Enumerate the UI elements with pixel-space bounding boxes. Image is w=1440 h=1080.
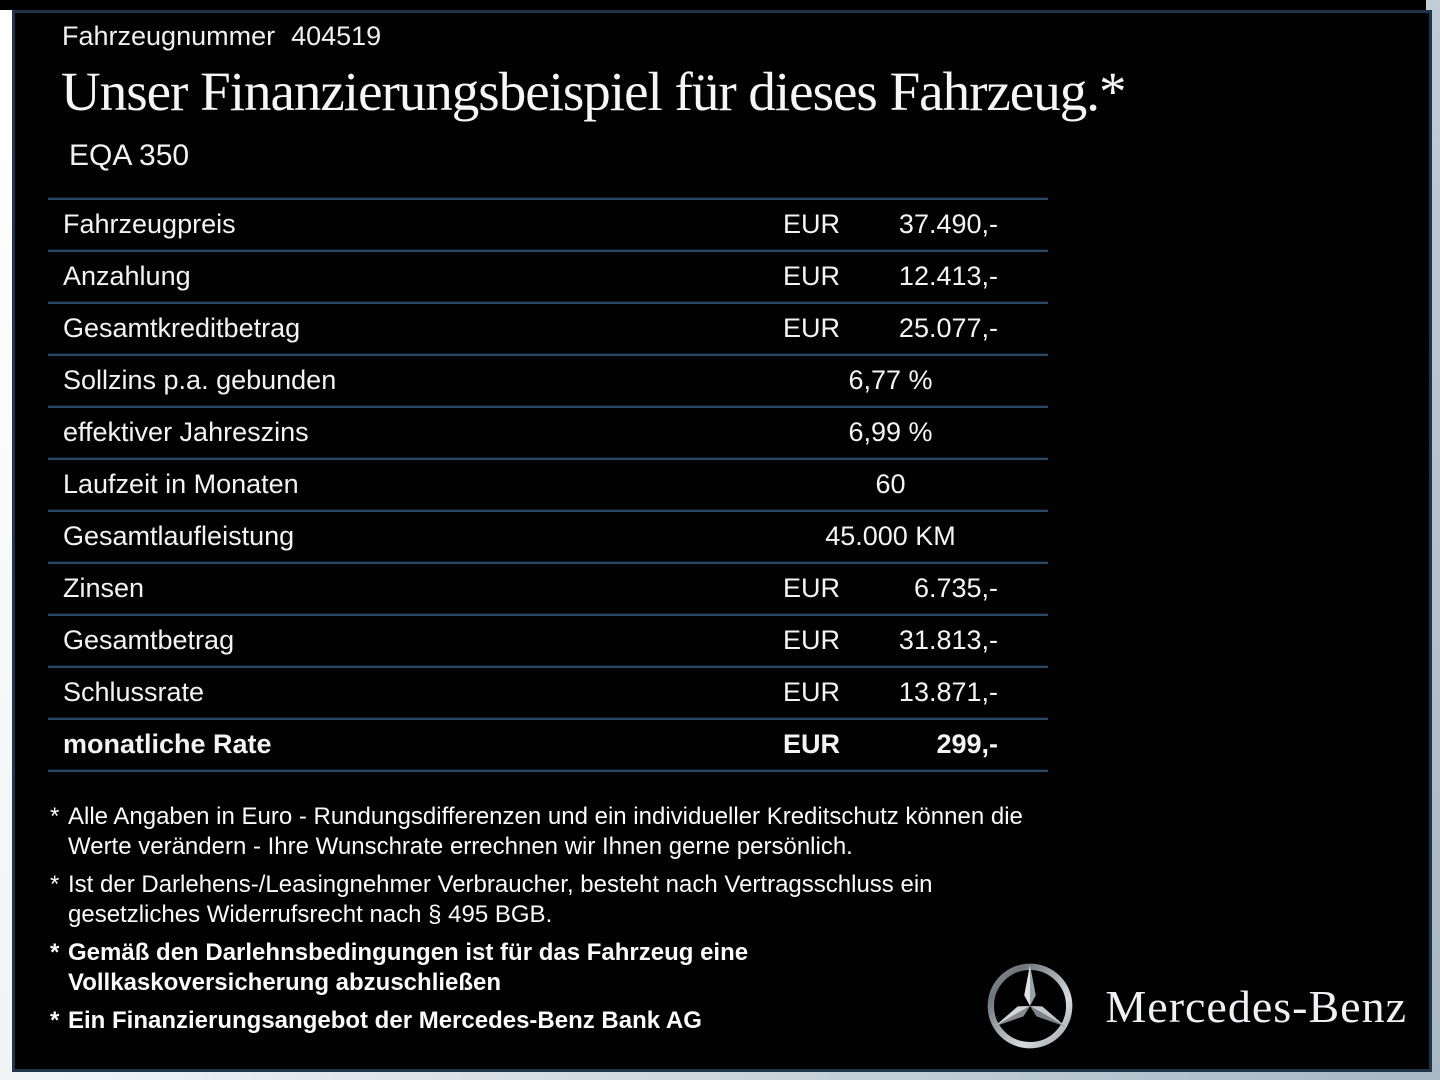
footnote-text: Ein Finanzierungsangebot der Mercedes-Be… bbox=[68, 1007, 702, 1034]
table-divider bbox=[48, 561, 1048, 564]
row-value: EUR 31.813,- bbox=[783, 625, 998, 656]
brand-block: Mercedes-Benz bbox=[981, 957, 1407, 1055]
currency: EUR bbox=[783, 729, 841, 759]
financing-table: Fahrzeugpreis EUR 37.490,- Anzahlung EUR… bbox=[48, 197, 1048, 772]
row-value: EUR 299,- bbox=[783, 729, 998, 760]
page-title: Unser Finanzierungsbeispiel für dieses F… bbox=[61, 61, 1126, 122]
row-label: Anzahlung bbox=[63, 261, 191, 291]
amount: 299,- bbox=[936, 729, 998, 759]
row-value: EUR 13.871,- bbox=[783, 677, 998, 708]
table-row: effektiver Jahreszins 6,99 % bbox=[48, 408, 1048, 457]
table-divider bbox=[48, 457, 1048, 460]
row-label: Gesamtkreditbetrag bbox=[63, 313, 301, 343]
row-label: Laufzeit in Monaten bbox=[63, 469, 299, 499]
amount: 31.813,- bbox=[898, 625, 998, 655]
table-divider bbox=[48, 769, 1048, 772]
table-row: Anzahlung EUR 12.413,- bbox=[48, 252, 1048, 301]
amount: 6,99 % bbox=[848, 417, 933, 447]
row-label: Gesamtbetrag bbox=[63, 625, 235, 655]
asterisk-marker: * bbox=[50, 871, 60, 898]
table-divider bbox=[48, 249, 1048, 252]
asterisk-marker: * bbox=[50, 1007, 60, 1034]
table-row: Schlussrate EUR 13.871,- bbox=[48, 668, 1048, 717]
footnotes: * Alle Angaben in Euro - Rundungsdiffere… bbox=[50, 802, 1060, 1036]
row-label: monatliche Rate bbox=[63, 729, 272, 759]
vehicle-model: EQA 350 bbox=[69, 139, 190, 172]
table-divider bbox=[48, 353, 1048, 356]
brand-name: Mercedes-Benz bbox=[1105, 980, 1407, 1032]
amount: 37.490,- bbox=[898, 209, 998, 239]
row-value: EUR 25.077,- bbox=[783, 313, 998, 344]
table-row-monthly-rate: monatliche Rate EUR 299,- bbox=[48, 720, 1048, 769]
amount: 25.077,- bbox=[898, 313, 998, 343]
footnote-text: Ist der Darlehens-/Leasingnehmer Verbrau… bbox=[68, 871, 933, 928]
row-label: Gesamtlaufleistung bbox=[63, 521, 295, 551]
top-black-strip bbox=[0, 0, 1426, 10]
footnote: * Alle Angaben in Euro - Rundungsdiffere… bbox=[50, 802, 1060, 862]
row-value: 6,77 % bbox=[783, 365, 998, 396]
row-label: Schlussrate bbox=[63, 677, 205, 707]
footnote: * Gemäß den Darlehnsbedingungen ist für … bbox=[50, 938, 1060, 998]
table-divider bbox=[48, 197, 1048, 200]
vehicle-number-value: 404519 bbox=[291, 21, 382, 51]
row-value: EUR 37.490,- bbox=[783, 209, 998, 240]
table-divider bbox=[48, 301, 1048, 304]
table-row: Fahrzeugpreis EUR 37.490,- bbox=[48, 200, 1048, 249]
asterisk-marker: * bbox=[50, 939, 60, 966]
table-divider bbox=[48, 665, 1048, 668]
row-label: Sollzins p.a. gebunden bbox=[63, 365, 337, 395]
amount: 13.871,- bbox=[898, 677, 998, 707]
row-label: Fahrzeugpreis bbox=[63, 209, 236, 239]
table-row: Gesamtbetrag EUR 31.813,- bbox=[48, 616, 1048, 665]
currency: EUR bbox=[783, 573, 841, 603]
vehicle-number-label: Fahrzeugnummer bbox=[62, 21, 276, 51]
financing-offer-card: Fahrzeugnummer 404519 Unser Finanzierung… bbox=[12, 10, 1432, 1072]
table-row: Sollzins p.a. gebunden 6,77 % bbox=[48, 356, 1048, 405]
table-divider bbox=[48, 717, 1048, 720]
row-value: 45.000 KM bbox=[783, 521, 998, 552]
table-divider bbox=[48, 405, 1048, 408]
currency: EUR bbox=[783, 209, 841, 239]
currency: EUR bbox=[783, 625, 841, 655]
asterisk-marker: * bbox=[50, 803, 60, 830]
footnote-text: Alle Angaben in Euro - Rundungsdifferenz… bbox=[68, 803, 1023, 860]
amount: 45.000 KM bbox=[825, 521, 956, 551]
table-divider bbox=[48, 613, 1048, 616]
footnote: * Ein Finanzierungsangebot der Mercedes-… bbox=[50, 1006, 1060, 1036]
amount: 6.735,- bbox=[913, 573, 998, 603]
currency: EUR bbox=[783, 677, 841, 707]
row-label: Zinsen bbox=[63, 573, 145, 603]
currency: EUR bbox=[783, 313, 841, 343]
table-row: Laufzeit in Monaten 60 bbox=[48, 460, 1048, 509]
amount: 6,77 % bbox=[848, 365, 933, 395]
currency: EUR bbox=[783, 261, 841, 291]
row-value: 6,99 % bbox=[783, 417, 998, 448]
vehicle-number: Fahrzeugnummer 404519 bbox=[62, 21, 381, 52]
amount: 60 bbox=[875, 469, 906, 499]
row-value: 60 bbox=[783, 469, 998, 500]
mercedes-star-icon bbox=[987, 963, 1073, 1049]
row-label: effektiver Jahreszins bbox=[63, 417, 309, 447]
row-value: EUR 12.413,- bbox=[783, 261, 998, 292]
table-divider bbox=[48, 509, 1048, 512]
amount: 12.413,- bbox=[898, 261, 998, 291]
row-value: EUR 6.735,- bbox=[783, 573, 998, 604]
table-row: Gesamtlaufleistung 45.000 KM bbox=[48, 512, 1048, 561]
footnote: * Ist der Darlehens-/Leasingnehmer Verbr… bbox=[50, 870, 1060, 930]
footnote-text: Gemäß den Darlehnsbedingungen ist für da… bbox=[68, 939, 749, 996]
table-row: Zinsen EUR 6.735,- bbox=[48, 564, 1048, 613]
table-row: Gesamtkreditbetrag EUR 25.077,- bbox=[48, 304, 1048, 353]
